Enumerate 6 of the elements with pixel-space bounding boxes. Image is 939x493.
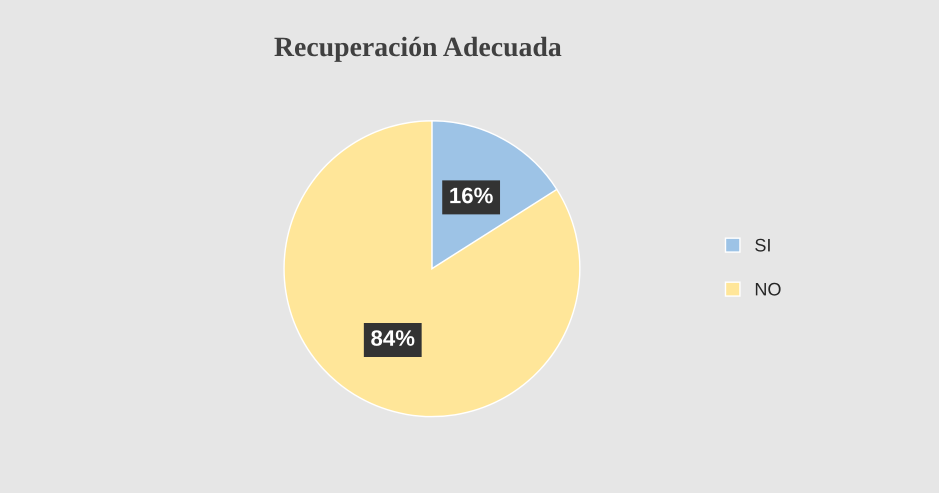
pie-slice: [283, 120, 581, 418]
data-label: 16%: [450, 188, 493, 204]
chart-title: Recuperación Adecuada: [274, 36, 562, 62]
data-label: 84%: [371, 330, 414, 346]
legend-label: NO: [756, 282, 781, 296]
legend-label: SI: [755, 238, 770, 252]
